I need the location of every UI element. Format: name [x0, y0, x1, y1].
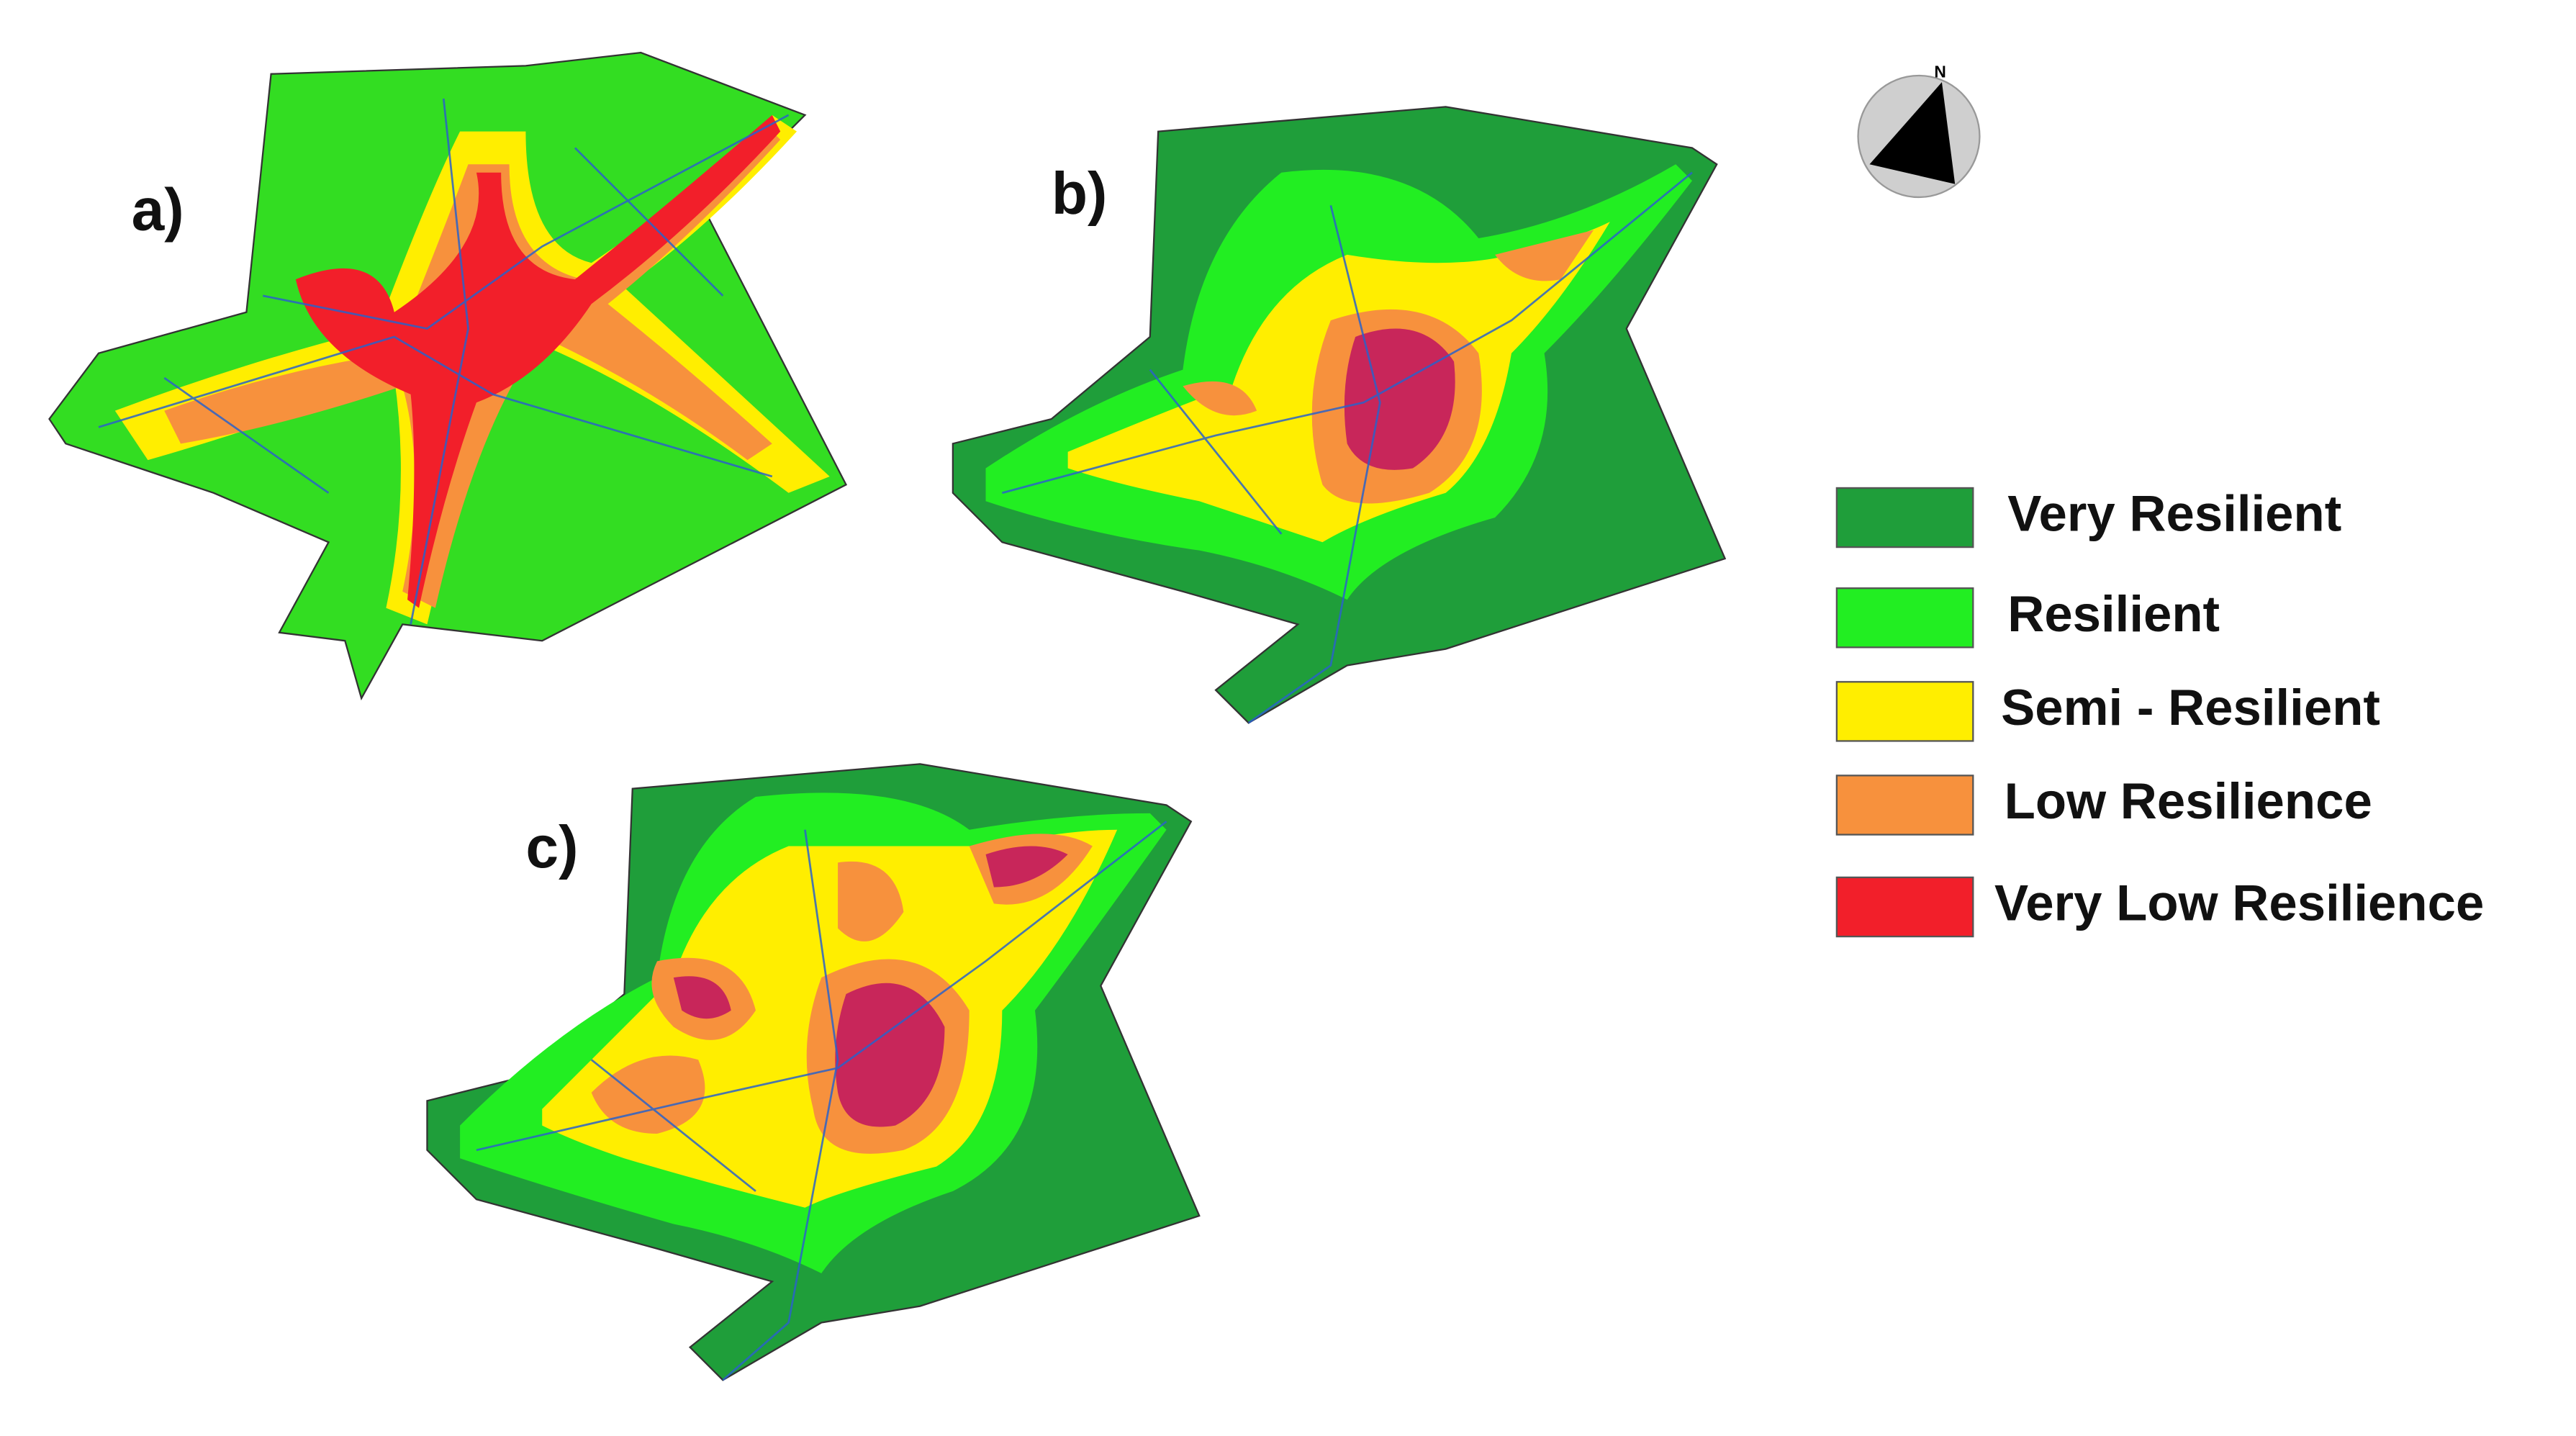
road-network	[98, 98, 790, 625]
map-b	[952, 106, 1726, 724]
legend-swatch	[1835, 681, 1974, 742]
legend-swatch	[1835, 775, 1974, 836]
road-network	[476, 821, 1167, 1381]
panel-label: a)	[132, 178, 184, 243]
legend-label: Low Resilience	[2005, 772, 2372, 829]
zone-very-low	[1344, 328, 1455, 470]
panel-label: c)	[525, 815, 578, 880]
compass-label: N	[1934, 62, 1945, 81]
legend-label: Very Low Resilience	[1994, 875, 2484, 931]
map-c	[426, 763, 1201, 1381]
legend-swatch	[1835, 487, 1974, 548]
legend-label: Resilient	[2007, 585, 2220, 642]
legend: Very Resilient Resilient Semi - Resilient L…	[1835, 485, 2484, 938]
legend-swatch	[1835, 587, 1974, 649]
compass-needle	[1869, 82, 1956, 184]
road-network	[1001, 171, 1693, 724]
zone-very-low	[295, 114, 781, 608]
legend-label: Semi - Resilient	[2001, 679, 2380, 736]
compass	[1857, 74, 1981, 199]
map-a	[48, 51, 848, 701]
zone-low	[591, 834, 1093, 1154]
legend-label: Very Resilient	[2007, 485, 2341, 542]
legend-swatch	[1835, 876, 1974, 938]
panel-label: b)	[1052, 161, 1108, 227]
zone-very-low	[673, 846, 1068, 1127]
